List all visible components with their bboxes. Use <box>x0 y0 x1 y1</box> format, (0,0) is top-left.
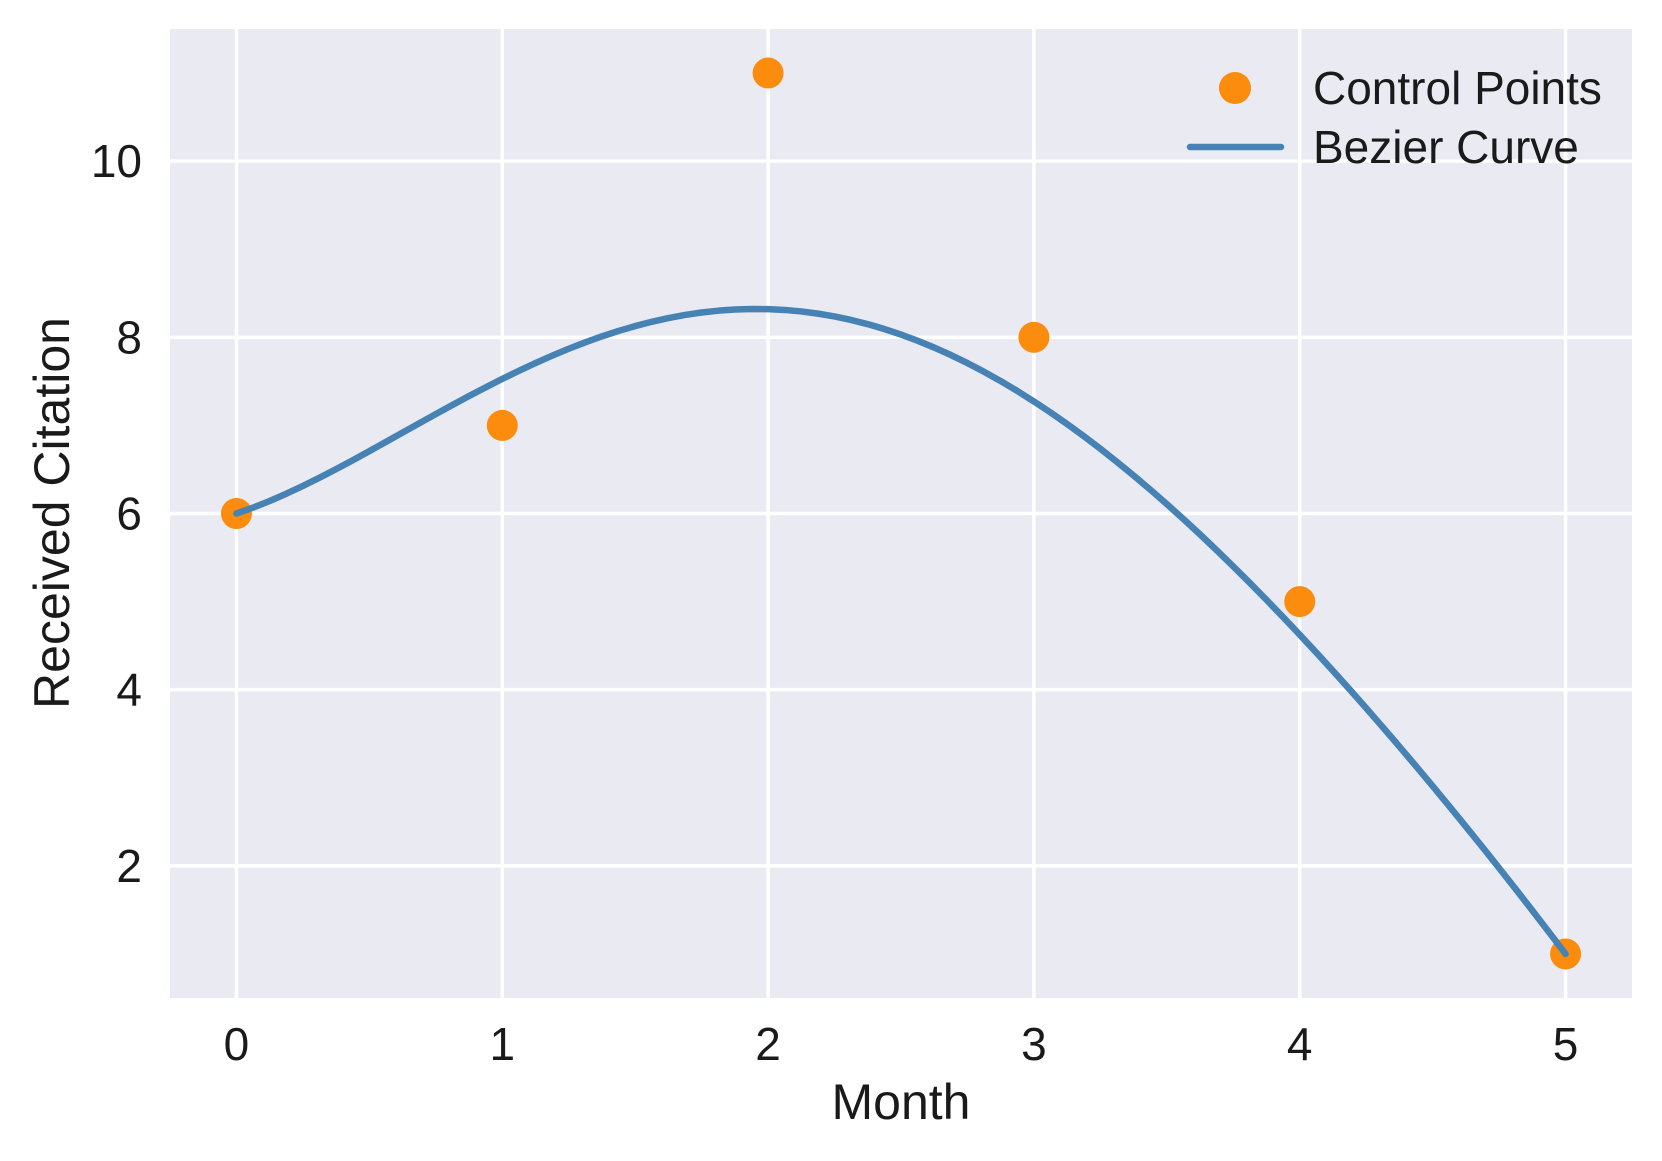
legend-label-control-points: Control Points <box>1313 62 1602 114</box>
y-tick-label: 4 <box>116 664 142 716</box>
control-point <box>1284 586 1316 618</box>
x-tick-label: 4 <box>1287 1018 1313 1070</box>
legend-control-points-marker-icon <box>1219 72 1251 104</box>
y-axis-tick-labels: 2 4 6 8 10 <box>91 135 142 892</box>
x-tick-label: 2 <box>755 1018 781 1070</box>
x-tick-label: 0 <box>224 1018 250 1070</box>
x-tick-label: 3 <box>1021 1018 1047 1070</box>
control-point <box>1018 321 1050 353</box>
x-tick-label: 1 <box>489 1018 515 1070</box>
control-point <box>752 57 784 89</box>
legend: Control Points Bezier Curve <box>1186 62 1602 173</box>
bezier-curve-line <box>233 305 1569 958</box>
x-axis-tick-labels: 0 1 2 3 4 5 <box>224 1018 1579 1070</box>
control-point <box>486 409 518 441</box>
x-tick-label: 5 <box>1553 1018 1579 1070</box>
legend-label-bezier-curve: Bezier Curve <box>1313 121 1579 173</box>
y-tick-label: 8 <box>116 311 142 363</box>
x-axis-label: Month <box>832 1074 971 1130</box>
y-tick-label: 2 <box>116 840 142 892</box>
y-axis-label: Received Citation <box>24 317 80 709</box>
y-tick-label: 6 <box>116 488 142 540</box>
y-tick-label: 10 <box>91 135 142 187</box>
